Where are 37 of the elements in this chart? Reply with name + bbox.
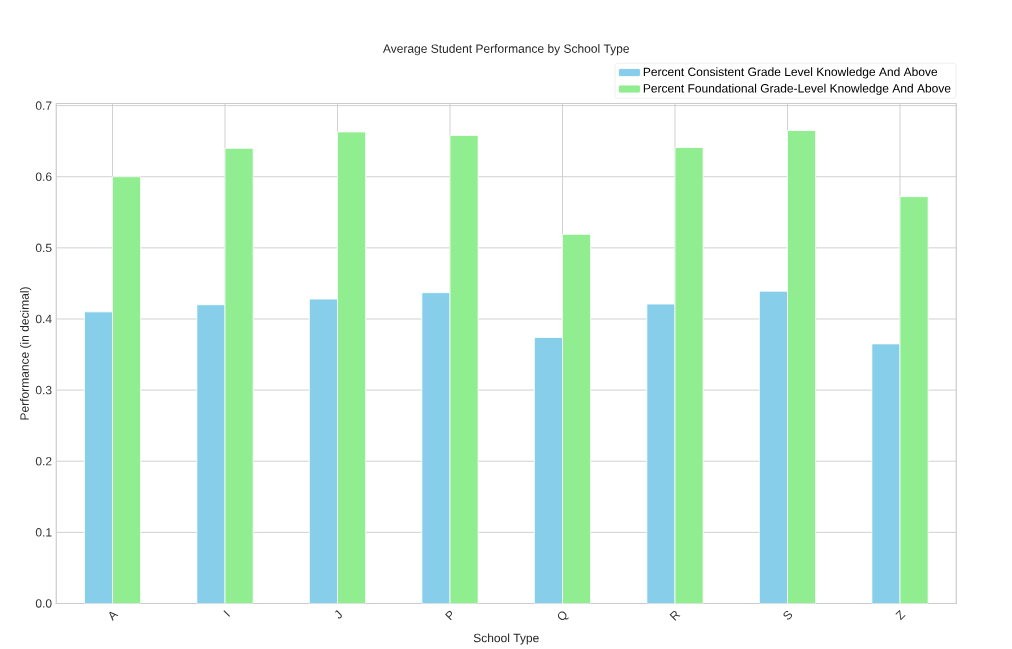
x-axis-title: School Type [473, 633, 539, 645]
bar [899, 196, 929, 604]
bar [224, 147, 254, 604]
bar [308, 298, 338, 604]
bar [112, 176, 142, 604]
bar [337, 131, 367, 604]
x-tick-label: I [223, 610, 231, 617]
y-tick-label: 0.7 [35, 101, 52, 110]
bar [562, 233, 592, 604]
x-tick-label: Z [895, 609, 906, 621]
x-tick-label: J [334, 610, 342, 619]
y-tick-label: 0.2 [35, 456, 52, 466]
bar [871, 343, 901, 604]
legend-label: Percent Foundational Grade-Level Knowledge And Above [643, 83, 951, 95]
y-tick-label: 0.1 [35, 528, 52, 537]
bar [533, 337, 563, 604]
y-tick-label: 0.6 [35, 172, 52, 181]
bar [421, 292, 451, 604]
bar [83, 311, 113, 604]
chart-title: Average Student Performance by School Type [382, 44, 629, 56]
x-tick-label: S [783, 610, 793, 620]
x-tick-label: A [109, 611, 119, 621]
x-tick-label: R [669, 611, 681, 621]
bar [787, 130, 817, 604]
y-tick-label: 0.0 [35, 599, 52, 608]
y-tick-label: 0.3 [35, 385, 52, 395]
y-tick-label: 0.5 [35, 243, 52, 253]
bar [758, 290, 788, 604]
bar [674, 147, 704, 604]
bar [646, 303, 676, 604]
bar [196, 304, 226, 604]
bar [449, 135, 479, 604]
x-tick-label: P [445, 610, 453, 621]
x-tick-label: Q [557, 611, 569, 621]
y-axis-title: Performance (in decimal) [20, 287, 32, 420]
legend-label: Percent Consistent Grade Level Knowledge And Above [643, 67, 938, 79]
y-tick-label: 0.4 [35, 314, 52, 324]
